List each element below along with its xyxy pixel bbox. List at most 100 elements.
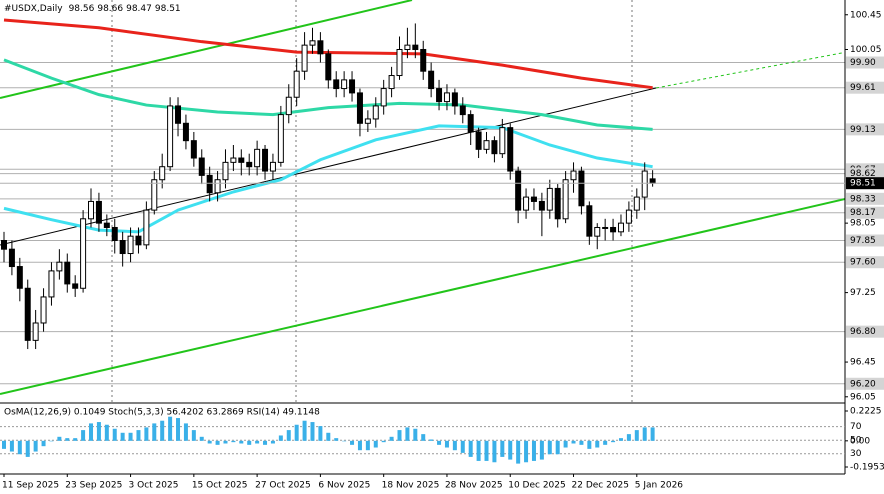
histogram-bar [81,430,86,441]
trendline-extension [655,51,845,89]
candle-body [554,187,561,220]
histogram-bar [278,435,283,441]
histogram-bar [342,440,347,442]
y-tick-label: 0.00 [850,436,870,446]
histogram-bar [444,440,449,448]
histogram-bar [492,440,497,463]
level-label-bg [846,256,884,269]
histogram-bar [508,440,513,460]
price-label-bg [846,177,884,190]
level-label: 99.61 [850,83,876,93]
candle-body [198,157,205,176]
candle-body [459,105,466,116]
candle-body [633,196,640,211]
histogram-bar [413,428,418,441]
histogram-bar [365,440,370,451]
histogram-bar [460,440,465,453]
candle-body [388,75,395,90]
candle-body [349,79,356,94]
candle-body [95,200,102,224]
candle-body [80,218,87,289]
histogram-bar [437,440,442,445]
histogram-bar [452,440,457,451]
histogram-bar [302,420,307,441]
candle-body [602,226,609,229]
candle-body [269,161,276,172]
candle-body [8,248,15,268]
y-tick-label: 100.05 [850,45,882,55]
histogram-bar [57,436,62,441]
candle-body [32,322,39,341]
histogram-bar [618,438,623,441]
y-tick-label: 97.25 [850,288,876,298]
histogram-bar [120,432,125,441]
histogram-bar [239,440,244,444]
candle-body [443,92,450,103]
candle-body [404,44,411,50]
candle-body [420,48,427,72]
candle-body [594,226,601,237]
x-tick-label: 5 Jan 2026 [635,481,683,491]
candle-body [649,178,656,184]
x-tick-label: 3 Oct 2025 [129,481,179,491]
level-label-bg [846,167,884,180]
histogram-bar [531,440,536,461]
candle-body [143,209,150,246]
candle-body [530,196,537,202]
histogram-bar [270,440,275,444]
candle-body [16,266,23,289]
histogram-bar [183,423,188,441]
candle-body [515,170,522,211]
candle-body [135,235,142,246]
candle-body [190,140,197,159]
histogram-bar [96,422,101,441]
candle-body [538,200,545,211]
candle-body [341,79,348,90]
candle-body [182,122,189,142]
histogram-bar [350,440,355,445]
histogram-bar [587,440,592,449]
candle-body [317,40,324,55]
x-tick-label: 28 Nov 2025 [445,481,503,491]
histogram-bar [191,430,196,441]
candle-body [625,209,632,224]
histogram-bar [484,440,489,461]
level-label: 98.17 [850,208,876,218]
histogram-bar [516,440,521,464]
y2-tick-label: 50 [850,436,862,446]
histogram-bar [421,434,426,441]
histogram-bar [468,440,473,457]
candle-body [206,174,213,194]
histogram-bar [294,424,299,441]
histogram-bar [263,440,268,445]
histogram-bar [524,440,529,463]
candle-body [175,105,182,124]
candle-body [127,235,134,255]
candle-body [262,148,269,172]
histogram-bar [286,430,291,441]
x-tick-label: 23 Sep 2025 [65,481,122,491]
candle-body [396,48,403,77]
histogram-bar [603,440,608,445]
histogram-bar [9,440,14,452]
candle-body [325,53,332,81]
x-tick-label: 22 Dec 2025 [572,481,630,491]
histogram-bar [25,440,30,457]
histogram-bar [231,440,236,443]
histogram-bar [255,440,260,444]
candle-body [64,261,71,285]
histogram-bar [357,440,362,451]
candle-body [562,179,569,220]
histogram-bar [89,423,94,441]
candle-body [491,140,498,155]
candle-body [293,70,300,98]
histogram-bar [389,436,394,441]
candle-body [88,200,95,220]
histogram-bar [17,440,22,455]
histogram-bar [611,440,616,443]
y2-tick-label: 30 [850,449,862,459]
histogram-bar [547,440,552,455]
histogram-bar [405,427,410,441]
